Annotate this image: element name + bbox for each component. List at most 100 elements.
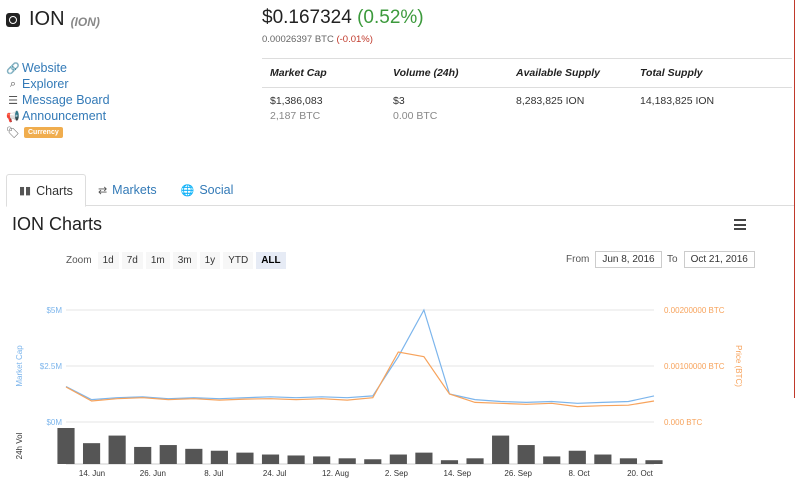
- x-tick-label: 24. Jul: [263, 469, 287, 478]
- tab-social-label: Social: [199, 183, 234, 197]
- coin-name: ION: [29, 8, 65, 30]
- volume-btc: 0.00 BTC: [393, 110, 438, 122]
- price-change: (0.52%): [357, 7, 424, 28]
- volume-bar: [236, 452, 254, 464]
- volume-bar: [338, 458, 356, 464]
- currency-badge[interactable]: Currency: [24, 126, 63, 138]
- volume-bar: [517, 445, 535, 464]
- zoom-7d-button[interactable]: 7d: [121, 252, 143, 269]
- zoom-1d-button[interactable]: 1d: [97, 252, 119, 269]
- tab-social[interactable]: 🌐 Social: [169, 174, 246, 206]
- page-border: [794, 0, 795, 398]
- chart-menu-icon[interactable]: [734, 219, 746, 230]
- volume-bar: [543, 456, 561, 464]
- volume-bar: [364, 459, 382, 464]
- stats-header: Available Supply: [516, 67, 601, 79]
- tag-row: 🏷 Currency: [6, 124, 110, 140]
- volume-bar: [185, 448, 203, 464]
- price-value: $0.167324: [262, 7, 352, 28]
- from-date-input[interactable]: Jun 8, 2016: [595, 251, 662, 268]
- right-tick-label: 0.00100000 BTC: [664, 362, 725, 371]
- exchange-icon: ⇄: [97, 184, 108, 197]
- x-tick-label: 8. Oct: [568, 469, 590, 478]
- volume-bar: [287, 455, 305, 464]
- announcement-link-label: Announcement: [22, 109, 107, 123]
- website-link[interactable]: 🔗 Website: [6, 60, 110, 76]
- x-tick-label: 14. Sep: [444, 469, 472, 478]
- website-link-label: Website: [22, 61, 67, 75]
- volume-bar: [108, 435, 126, 464]
- left-tick-label: $2.5M: [40, 362, 63, 371]
- volume-bar: [594, 454, 612, 464]
- volume-bar: [415, 452, 433, 464]
- stats-header: Market Cap: [270, 67, 327, 79]
- market-cap-line: [65, 308, 655, 404]
- stats-cell-volume: $3 0.00 BTC: [385, 95, 508, 122]
- volume-bar: [440, 460, 459, 464]
- stats-header: Volume (24h): [393, 67, 459, 79]
- left-tick-label: $5M: [46, 306, 62, 315]
- bar-chart-icon: ▮▮: [19, 185, 32, 197]
- zoom-1y-button[interactable]: 1y: [199, 252, 221, 269]
- globe-icon: 🌐: [180, 184, 195, 197]
- tag-icon: 🏷: [6, 126, 20, 139]
- volume-bar: [568, 450, 586, 464]
- zoom-all-button[interactable]: ALL: [256, 252, 286, 269]
- tab-charts[interactable]: ▮▮ Charts: [6, 174, 86, 207]
- bullhorn-icon: 📢: [6, 110, 20, 123]
- stats-cell-available-supply: 8,283,825 ION: [508, 95, 632, 122]
- to-date-input[interactable]: Oct 21, 2016: [683, 251, 755, 268]
- zoom-ytd-button[interactable]: YTD: [223, 252, 254, 269]
- stats-header: Total Supply: [640, 67, 703, 79]
- volume-bar: [159, 445, 177, 464]
- message-board-link-label: Message Board: [22, 93, 110, 107]
- left-tick-label: $0M: [46, 418, 62, 427]
- x-tick-label: 26. Sep: [504, 469, 532, 478]
- zoom-1m-button[interactable]: 1m: [145, 252, 170, 269]
- stats-values-row: $1,386,083 2,187 BTC $3 0.00 BTC 8,283,825…: [262, 88, 792, 122]
- price-btc: 0.00026397 BTC (-0.01%): [262, 34, 373, 45]
- market-cap-btc: 2,187 BTC: [270, 110, 321, 122]
- price-usd: $0.167324 (0.52%): [262, 7, 424, 29]
- message-board-link[interactable]: ☰ Message Board: [6, 92, 110, 108]
- right-tick-label: 0.00200000 BTC: [664, 306, 725, 315]
- explorer-link-label: Explorer: [22, 77, 69, 91]
- stats-cell-total-supply: 14,183,825 ION: [632, 95, 755, 122]
- zoom-label: Zoom: [66, 255, 92, 266]
- x-tick-label: 14. Jun: [79, 469, 105, 478]
- search-icon: ⌕: [9, 77, 17, 90]
- x-tick-label: 8. Jul: [204, 469, 223, 478]
- announcement-link[interactable]: 📢 Announcement: [6, 108, 110, 124]
- stats-cell-market-cap: $1,386,083 2,187 BTC: [262, 95, 385, 122]
- tab-charts-label: Charts: [36, 183, 73, 198]
- coin-logo-icon: [6, 12, 20, 27]
- chart-title: ION Charts: [12, 214, 103, 234]
- volume-usd: $3: [393, 95, 405, 107]
- x-tick-label: 2. Sep: [385, 469, 409, 478]
- right-axis-title: Price (BTC): [734, 345, 743, 387]
- volume-bar: [389, 454, 407, 464]
- stats-header-row: Market Cap Volume (24h) Available Supply…: [262, 59, 792, 88]
- price-chart[interactable]: $5M 0.00200000 BTC $2.5M 0.00100000 BTC $0M 0…: [0, 280, 800, 494]
- volume-bar: [466, 458, 484, 464]
- stats-table: Market Cap Volume (24h) Available Supply…: [262, 58, 792, 122]
- to-label: To: [667, 254, 678, 265]
- zoom-3m-button[interactable]: 3m: [172, 252, 197, 269]
- volume-bar: [82, 443, 101, 464]
- right-tick-label: 0.000 BTC: [664, 418, 702, 427]
- price-btc-value: 0.00026397 BTC: [262, 34, 334, 45]
- zoom-controls: Zoom 1d 7d 1m 3m 1y YTD ALL: [66, 252, 289, 269]
- tab-markets[interactable]: ⇄ Markets: [86, 174, 169, 206]
- range-to: To Oct 21, 2016: [667, 251, 755, 268]
- x-tick-label: 12. Aug: [322, 469, 349, 478]
- volume-bar: [134, 446, 152, 464]
- coin-symbol: (ION): [70, 14, 100, 29]
- x-tick-label: 26. Jun: [140, 469, 166, 478]
- coin-header: ION (ION): [6, 8, 100, 31]
- price-btc-change: (-0.01%): [336, 34, 373, 45]
- list-icon: ☰: [8, 94, 18, 107]
- x-tick-label: 20. Oct: [627, 469, 654, 478]
- price-line: [65, 351, 655, 408]
- tab-bar: ▮▮ Charts ⇄ Markets 🌐 Social: [6, 174, 794, 207]
- explorer-link[interactable]: ⌕ Explorer: [6, 76, 110, 92]
